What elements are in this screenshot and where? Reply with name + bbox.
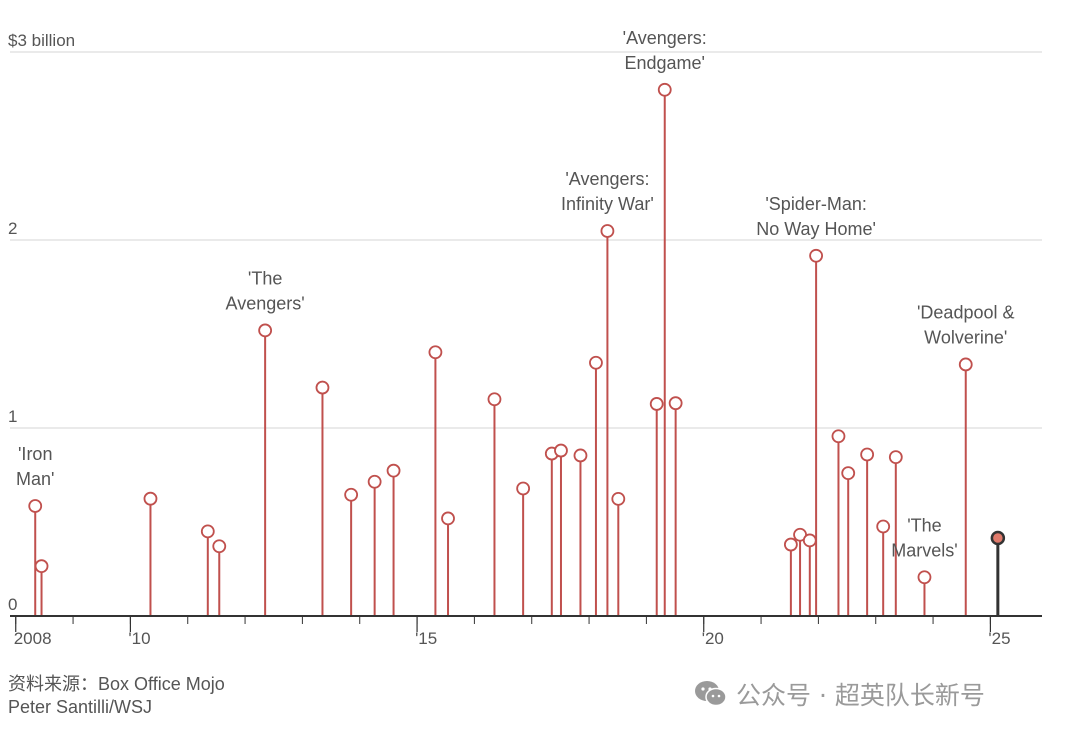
data-point bbox=[573, 448, 588, 463]
annotation-line: Avengers' bbox=[226, 293, 305, 313]
data-point bbox=[143, 491, 158, 506]
data-point bbox=[888, 450, 903, 465]
data-point bbox=[386, 463, 401, 478]
annotation: 'The Marvels' bbox=[891, 515, 957, 560]
annotation-line: 'Iron bbox=[18, 444, 52, 464]
annotation-line: 'Spider-Man: bbox=[765, 194, 866, 214]
data-point bbox=[28, 499, 43, 513]
data-point bbox=[649, 397, 664, 411]
y-tick-label: $3 billion bbox=[8, 31, 75, 50]
data-point bbox=[516, 481, 531, 496]
data-point bbox=[600, 224, 615, 238]
watermark-text: 公众号 · 超英队长新号 bbox=[736, 681, 985, 710]
annotation: 'The Avengers' bbox=[226, 268, 305, 313]
data-point bbox=[428, 345, 443, 360]
data-point bbox=[809, 248, 824, 263]
annotation-line: Marvels' bbox=[891, 540, 957, 560]
data-point bbox=[441, 511, 455, 526]
data-point bbox=[554, 443, 568, 458]
data-point bbox=[783, 537, 798, 552]
annotation-line: 'Avengers: bbox=[623, 28, 707, 48]
grid-lines bbox=[10, 51, 1042, 429]
data-point bbox=[917, 570, 932, 585]
data-point bbox=[367, 474, 382, 489]
x-tick-label: 2008 bbox=[14, 629, 52, 648]
annotation-line: No Way Home' bbox=[756, 219, 876, 239]
data-point bbox=[487, 392, 502, 407]
annotation-line: 'The bbox=[248, 268, 282, 288]
annotation-line: 'Deadpool & bbox=[917, 302, 1015, 322]
points bbox=[28, 82, 1006, 585]
data-point bbox=[589, 355, 603, 370]
x-tick-label: '15 bbox=[415, 629, 437, 648]
data-point bbox=[212, 539, 227, 554]
annotation-line: Wolverine' bbox=[924, 327, 1007, 347]
annotation-line: Man' bbox=[16, 469, 54, 489]
annotation-line: Infinity War' bbox=[561, 194, 654, 214]
y-tick-label: 0 bbox=[8, 595, 17, 614]
data-point bbox=[802, 533, 817, 548]
source-note: 资料来源：Box Office Mojo bbox=[8, 674, 225, 694]
data-point-highlight bbox=[990, 530, 1006, 546]
data-point bbox=[315, 380, 330, 395]
annotation-line: Endgame' bbox=[624, 53, 705, 73]
data-point bbox=[34, 559, 49, 574]
stems bbox=[34, 89, 1000, 616]
data-point bbox=[657, 82, 672, 97]
y-tick-label: 1 bbox=[8, 407, 17, 426]
y-axis-ticks: $3 billion 2 1 0 bbox=[8, 31, 75, 614]
annotation-line: 'Avengers: bbox=[565, 169, 649, 189]
data-point bbox=[200, 524, 215, 539]
data-point bbox=[258, 323, 273, 338]
credit-note: Peter Santilli/WSJ bbox=[8, 697, 153, 717]
x-axis bbox=[10, 615, 1042, 632]
data-point bbox=[958, 357, 973, 372]
x-tick-label: '10 bbox=[128, 629, 150, 648]
annotations: 'Iron Man' 'The Avengers' 'Avengers: Infinity… bbox=[16, 28, 1015, 560]
y-tick-label: 2 bbox=[8, 219, 17, 238]
data-point bbox=[841, 466, 856, 481]
watermark: 公众号 · 超英队长新号 bbox=[694, 676, 985, 712]
x-tick-label: '20 bbox=[702, 629, 724, 648]
data-point bbox=[611, 491, 626, 506]
data-point bbox=[860, 447, 875, 462]
annotation-line: 'The bbox=[907, 515, 941, 535]
wechat-icon bbox=[695, 681, 727, 707]
annotation: 'Deadpool & Wolverine' bbox=[917, 302, 1015, 347]
data-point bbox=[668, 396, 683, 411]
annotation: 'Iron Man' bbox=[16, 444, 54, 489]
data-point bbox=[831, 429, 846, 444]
x-tick-label: '25 bbox=[988, 629, 1010, 648]
annotation: 'Avengers: Endgame' bbox=[623, 28, 707, 73]
data-point bbox=[876, 519, 891, 534]
data-point bbox=[344, 487, 359, 502]
annotation: 'Spider-Man: No Way Home' bbox=[756, 194, 876, 239]
x-axis-ticks: 2008 '10 '15 '20 '25 bbox=[14, 629, 1011, 648]
annotation: 'Avengers: Infinity War' bbox=[561, 169, 654, 214]
